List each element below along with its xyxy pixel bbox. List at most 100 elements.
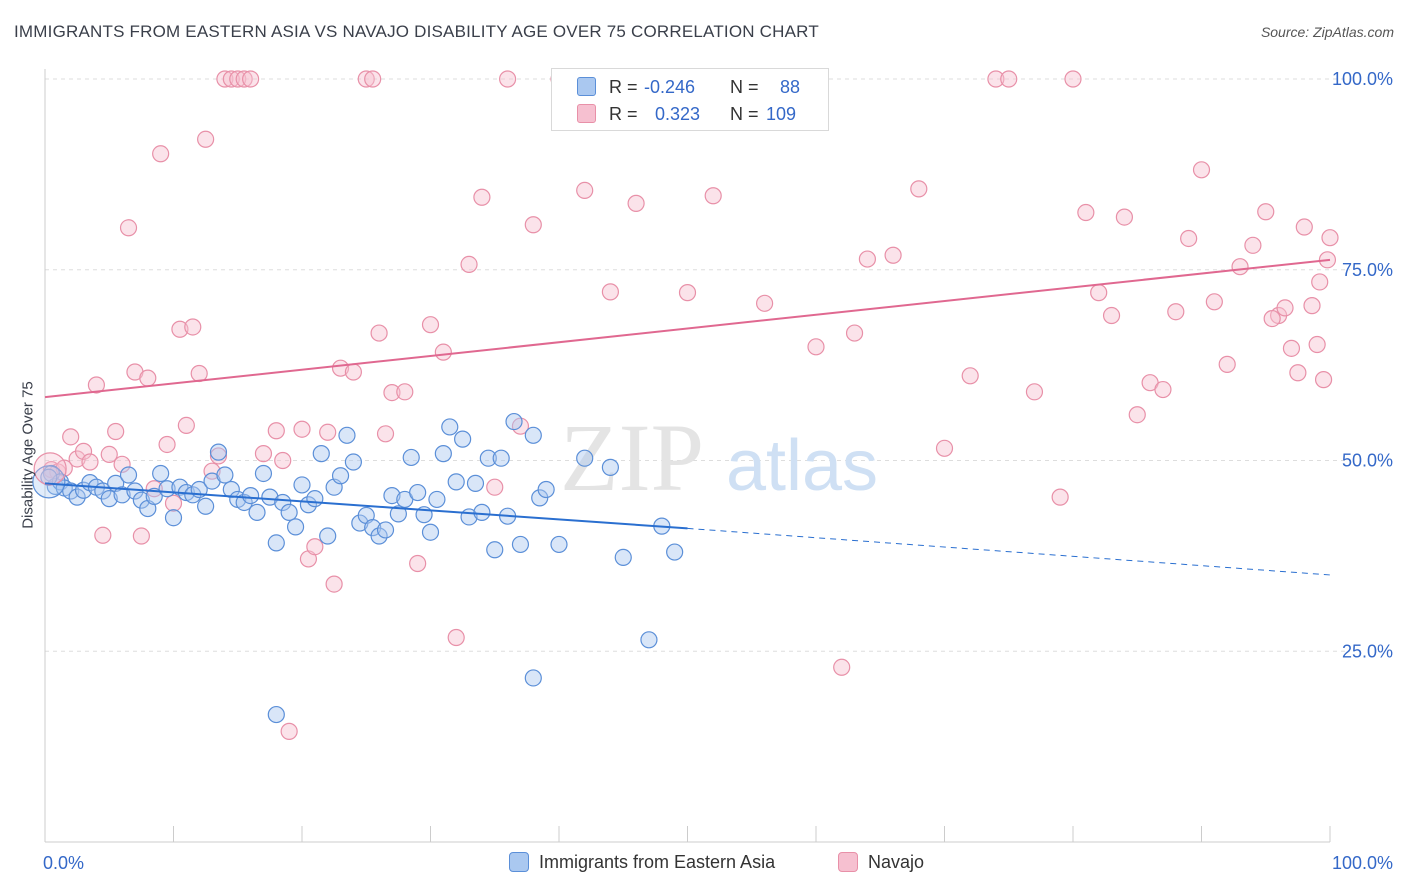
- point-navajo: [884, 246, 902, 264]
- point-immigrants: [68, 488, 86, 506]
- point-immigrants: [492, 449, 510, 467]
- point-immigrants: [614, 548, 632, 567]
- point-navajo: [1000, 70, 1018, 88]
- point-navajo: [1167, 303, 1185, 321]
- point-immigrants: [421, 523, 440, 541]
- legend-item-navajo[interactable]: Navajo: [838, 852, 924, 873]
- series-legend: Immigrants from Eastern Asia Navajo: [0, 852, 1406, 878]
- point-navajo: [1321, 229, 1339, 247]
- point-navajo: [152, 145, 170, 163]
- point-navajo: [845, 324, 864, 342]
- point-immigrants: [222, 480, 240, 499]
- point-navajo: [1064, 70, 1082, 88]
- point-navajo: [421, 316, 440, 334]
- point-navajo: [409, 554, 427, 573]
- legend-row-immigrants: R = -0.246 N = 88: [552, 73, 828, 99]
- point-immigrants: [486, 541, 504, 559]
- legend-label-navajo: Navajo: [868, 852, 925, 872]
- point-immigrants: [383, 486, 401, 505]
- legend-n-label: N =: [730, 77, 759, 97]
- point-navajo: [524, 216, 542, 234]
- point-navajo: [216, 70, 234, 88]
- point-navajo: [473, 188, 491, 206]
- point-immigrants: [152, 464, 170, 483]
- legend-item-immigrants[interactable]: Immigrants from Eastern Asia: [509, 852, 775, 873]
- point-navajo: [139, 369, 157, 387]
- point-immigrants: [479, 449, 497, 467]
- point-navajo: [1295, 218, 1313, 236]
- point-navajo: [1244, 236, 1262, 254]
- point-navajo: [132, 527, 150, 545]
- point-immigrants: [254, 464, 273, 483]
- legend-n-value: 88: [780, 77, 801, 97]
- point-navajo: [293, 420, 311, 438]
- point-navajo: [1282, 339, 1301, 357]
- big-point: [33, 452, 67, 486]
- point-navajo: [434, 343, 452, 361]
- x-tick-label: 0.0%: [43, 853, 84, 873]
- point-navajo: [357, 70, 375, 88]
- point-navajo: [1231, 258, 1249, 276]
- point-navajo: [164, 494, 183, 512]
- point-navajo: [87, 376, 106, 394]
- point-navajo: [203, 462, 221, 480]
- point-immigrants: [370, 527, 388, 545]
- y-tick-label: 50.0%: [1342, 451, 1393, 471]
- point-immigrants: [344, 453, 362, 471]
- legend-r-value: 0.323: [655, 104, 701, 124]
- point-immigrants: [216, 466, 234, 484]
- point-immigrants: [286, 518, 305, 536]
- point-navajo: [1115, 208, 1134, 226]
- point-navajo: [171, 320, 189, 338]
- point-immigrants: [505, 412, 523, 431]
- point-navajo: [376, 425, 395, 443]
- y-tick-label: 25.0%: [1342, 641, 1393, 661]
- point-immigrants: [267, 534, 285, 552]
- point-navajo: [1314, 371, 1333, 389]
- tick-labels: 25.0% 50.0% 75.0% 100.0% 0.0% 100.0%: [43, 69, 1393, 873]
- point-immigrants: [248, 503, 266, 521]
- point-navajo: [987, 70, 1005, 88]
- legend-swatch-navajo: [838, 852, 858, 872]
- legend-swatch-pink: [577, 104, 596, 123]
- trend-layer: [44, 258, 1331, 576]
- point-navajo: [1025, 383, 1044, 401]
- point-immigrants: [145, 487, 163, 505]
- watermark-atlas: atlas: [726, 426, 878, 506]
- point-immigrants: [280, 503, 298, 521]
- trendline-navajo: [44, 258, 1331, 399]
- point-navajo: [107, 422, 125, 441]
- point-immigrants: [100, 490, 118, 508]
- point-navajo: [1051, 488, 1069, 506]
- point-immigrants: [524, 426, 542, 444]
- chart-title: IMMIGRANTS FROM EASTERN ASIA VS NAVAJO D…: [14, 22, 819, 41]
- point-navajo: [1077, 203, 1095, 222]
- point-navajo: [499, 70, 517, 88]
- point-navajo: [177, 416, 195, 435]
- point-immigrants: [267, 705, 285, 724]
- point-navajo: [235, 70, 253, 88]
- point-navajo: [1128, 406, 1146, 424]
- point-navajo: [267, 422, 285, 440]
- point-navajo: [184, 318, 202, 336]
- big-point: [32, 465, 66, 499]
- point-navajo: [158, 435, 176, 454]
- point-navajo: [325, 575, 343, 593]
- point-navajo: [935, 439, 954, 457]
- point-navajo: [678, 284, 697, 302]
- point-navajo: [1263, 309, 1281, 328]
- point-navajo: [1303, 297, 1321, 315]
- point-navajo: [1192, 161, 1211, 179]
- point-navajo: [1311, 273, 1329, 291]
- legend-r-value: -0.246: [644, 77, 696, 97]
- point-navajo: [1205, 293, 1223, 311]
- point-immigrants: [409, 483, 427, 502]
- point-immigrants: [640, 631, 658, 649]
- y-tick-label: 100.0%: [1332, 69, 1393, 89]
- point-immigrants: [164, 509, 183, 527]
- watermark: ZIP atlas: [560, 404, 878, 511]
- point-navajo: [62, 428, 80, 446]
- point-immigrants: [293, 476, 311, 494]
- legend-r-label: R =: [609, 77, 638, 97]
- point-navajo: [601, 283, 620, 301]
